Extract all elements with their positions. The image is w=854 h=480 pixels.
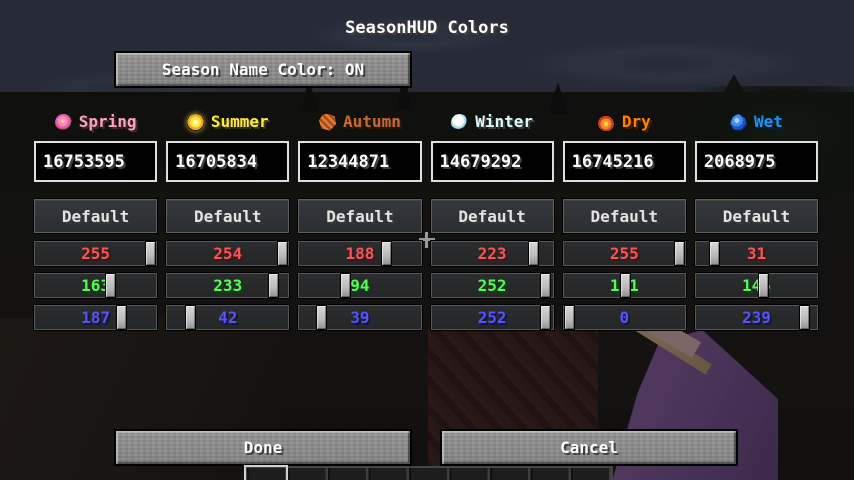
fireball-icon — [597, 113, 615, 131]
season-name-color-toggle-button[interactable]: Season Name Color: ON — [114, 51, 412, 88]
winter-blue-slider[interactable]: 252 — [430, 305, 554, 330]
season-header: Autumn — [298, 112, 421, 132]
season-label: Winter — [475, 112, 533, 131]
spring-blue-slider[interactable]: 187 — [34, 305, 158, 330]
slider-value: 94 — [350, 276, 370, 295]
autumn-blue-slider[interactable]: 39 — [298, 305, 422, 330]
season-label: Summer — [210, 112, 269, 131]
slider-handle[interactable] — [185, 305, 197, 330]
slider-value: 163 — [81, 276, 111, 295]
spring-green-slider[interactable]: 163 — [34, 273, 158, 298]
hotbar-selected-slot — [244, 465, 288, 480]
autumn-red-slider[interactable]: 188 — [298, 241, 422, 266]
autumn-color-value-input[interactable] — [298, 141, 422, 182]
dry-color-value-input[interactable] — [562, 141, 686, 182]
slider-value: 254 — [213, 244, 243, 263]
slider-handle[interactable] — [267, 273, 279, 298]
season-label: Autumn — [343, 112, 401, 131]
slider-value: 188 — [345, 244, 375, 263]
season-column-dry: Dry Default 255 131 0 — [562, 112, 686, 337]
slider-handle[interactable] — [540, 273, 552, 298]
cancel-button[interactable]: Cancel — [440, 429, 738, 466]
slider-value: 233 — [213, 276, 243, 295]
slider-handle[interactable] — [339, 273, 351, 298]
season-column-wet: Wet Default 31 145 239 — [694, 112, 819, 337]
spring-red-slider[interactable]: 255 — [34, 241, 158, 266]
summer-color-value-input[interactable] — [166, 141, 290, 182]
summer-default-button[interactable]: Default — [166, 199, 290, 233]
season-label: Wet — [753, 112, 783, 131]
slider-handle[interactable] — [380, 241, 392, 266]
season-column-summer: Summer Default 254 233 42 — [166, 112, 290, 337]
water-drop-icon — [729, 113, 747, 131]
slider-handle[interactable] — [316, 305, 328, 330]
slider-handle[interactable] — [620, 273, 632, 298]
season-header: Summer — [166, 112, 289, 132]
slider-value: 42 — [218, 308, 238, 327]
season-column-spring: Spring Default 255 163 187 — [34, 112, 158, 337]
slider-handle[interactable] — [758, 273, 770, 298]
flower-icon — [54, 113, 72, 131]
season-header: Spring — [34, 112, 157, 132]
leaf-icon — [319, 113, 337, 131]
dry-red-slider[interactable]: 255 — [562, 241, 686, 266]
wet-color-value-input[interactable] — [694, 141, 819, 182]
summer-red-slider[interactable]: 254 — [166, 241, 290, 266]
season-header: Winter — [431, 112, 554, 132]
slider-handle[interactable] — [799, 305, 811, 330]
snowball-icon — [451, 113, 469, 131]
winter-red-slider[interactable]: 223 — [430, 241, 554, 266]
season-columns: Spring Default 255 163 187 Summer — [34, 112, 819, 337]
slider-handle[interactable] — [105, 273, 117, 298]
spring-default-button[interactable]: Default — [34, 199, 158, 233]
slider-handle[interactable] — [145, 241, 157, 266]
season-column-winter: Winter Default 223 252 252 — [430, 112, 554, 337]
slider-value: 145 — [741, 276, 771, 295]
slider-handle[interactable] — [673, 241, 685, 266]
spruce-tree-silhouette — [548, 82, 568, 114]
season-label: Dry — [621, 112, 651, 131]
wet-green-slider[interactable]: 145 — [694, 273, 819, 298]
slider-handle[interactable] — [709, 241, 721, 266]
season-label: Spring — [78, 112, 137, 131]
slider-value: 255 — [609, 244, 639, 263]
dry-green-slider[interactable]: 131 — [562, 273, 686, 298]
autumn-green-slider[interactable]: 94 — [298, 273, 422, 298]
slider-value: 187 — [81, 308, 111, 327]
slider-value: 252 — [477, 308, 507, 327]
wet-blue-slider[interactable]: 239 — [694, 305, 819, 330]
slider-handle[interactable] — [115, 305, 127, 330]
slider-value: 31 — [746, 244, 767, 263]
crosshair-icon — [419, 232, 435, 248]
summer-green-slider[interactable]: 233 — [166, 273, 290, 298]
slider-handle[interactable] — [563, 305, 575, 330]
slider-value: 255 — [81, 244, 111, 263]
slider-handle[interactable] — [527, 241, 539, 266]
done-button[interactable]: Done — [114, 429, 412, 466]
wet-red-slider[interactable]: 31 — [694, 241, 819, 266]
sun-icon — [186, 113, 204, 131]
winter-default-button[interactable]: Default — [430, 199, 554, 233]
winter-color-value-input[interactable] — [430, 141, 554, 182]
autumn-default-button[interactable]: Default — [298, 199, 422, 233]
slider-value: 252 — [477, 276, 507, 295]
dry-blue-slider[interactable]: 0 — [562, 305, 686, 330]
dry-default-button[interactable]: Default — [562, 199, 686, 233]
slider-value: 0 — [619, 308, 630, 327]
winter-green-slider[interactable]: 252 — [430, 273, 554, 298]
slider-value: 239 — [741, 308, 771, 327]
slider-value: 39 — [350, 308, 370, 327]
season-header: Wet — [695, 112, 818, 132]
spring-color-value-input[interactable] — [34, 141, 158, 182]
slider-value: 223 — [477, 244, 507, 263]
season-header: Dry — [563, 112, 686, 132]
season-column-autumn: Autumn Default 188 94 39 — [298, 112, 422, 337]
slider-handle[interactable] — [540, 305, 552, 330]
summer-blue-slider[interactable]: 42 — [166, 305, 290, 330]
wet-default-button[interactable]: Default — [694, 199, 819, 233]
page-title: SeasonHUD Colors — [345, 18, 509, 38]
hotbar — [244, 465, 613, 480]
slider-handle[interactable] — [276, 241, 288, 266]
